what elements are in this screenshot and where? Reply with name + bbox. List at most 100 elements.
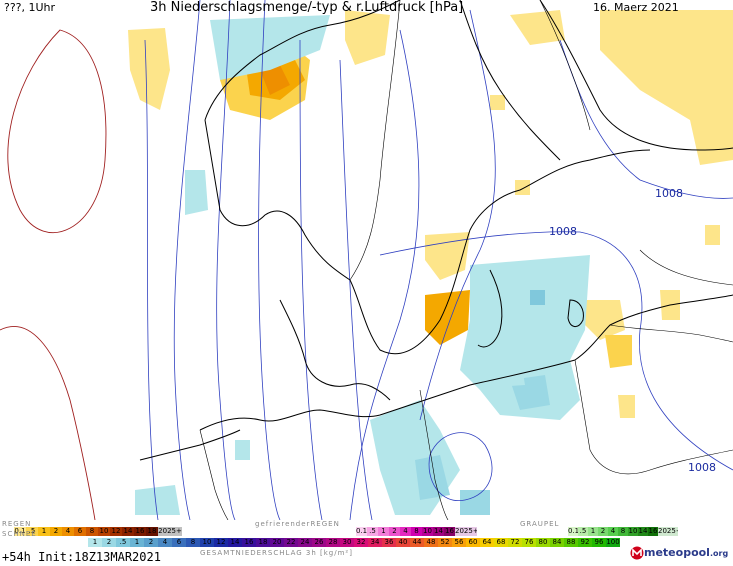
rain-area [618, 395, 635, 418]
graupel-scale-step: 8 [618, 527, 628, 536]
rain-area [605, 335, 632, 368]
snow-scale-step: 40 [396, 538, 410, 547]
isobar [7, 29, 107, 234]
rain-area [425, 290, 470, 345]
graupel-scale-step: 2 [598, 527, 608, 536]
rain-area [425, 232, 470, 280]
rain-legend-label: REGEN [2, 520, 32, 528]
scandinavia-south-coast [204, 119, 351, 281]
snow-scale-step: 4 [158, 538, 172, 547]
snow-scale-step: 2 [144, 538, 158, 547]
snow-scale-step: 1 [88, 538, 102, 547]
brand-logo[interactable]: meteopool.org [630, 546, 728, 560]
snow-legend-label: SCHNEE [2, 530, 37, 538]
snow-scale-step: 1 [130, 538, 144, 547]
snow-scale-step: 44 [410, 538, 424, 547]
snow-area [460, 490, 490, 515]
valid-time: ???, 1Uhr [4, 1, 56, 14]
finland-coast [539, 0, 733, 151]
rain-area [490, 95, 505, 110]
baltic-states-coast [574, 294, 733, 361]
snow-area [475, 355, 525, 388]
rain-scale-step: 10 [98, 527, 110, 536]
norway-sweden-border [349, 0, 401, 281]
snow-scale-step: 72 [508, 538, 522, 547]
total-precip-label: GESAMTNIEDERSCHLAG 3h [kg/m²] [200, 549, 353, 557]
map-title: 3h Niederschlagsmenge/-typ & r.Luftdruck… [150, 0, 464, 15]
baltic-south-coast [199, 359, 576, 431]
rain-scale-step: 18 [146, 527, 158, 536]
freezing-rain-scale-step: 8 [411, 527, 422, 536]
brand-name: meteopool [644, 546, 710, 559]
rain-scale-step: 2025+ [158, 527, 182, 536]
graupel-scale-step: 0.1 [568, 527, 578, 536]
isobar [216, 0, 236, 521]
rain-area [600, 10, 733, 165]
isobar-label: 1008 [655, 187, 683, 200]
rain-scale-step: 12 [110, 527, 122, 536]
brand-icon [630, 546, 644, 560]
snow-area [210, 15, 330, 80]
snow-scale-step: 22 [284, 538, 298, 547]
snow-scale-step: 56 [452, 538, 466, 547]
snow-scale-step: 12 [214, 538, 228, 547]
rain-scale-step: 4 [62, 527, 74, 536]
graupel-scale-step: 14 [638, 527, 648, 536]
freezing-rain-scale-step: 1 [378, 527, 389, 536]
snow-scale-step: 60 [466, 538, 480, 547]
snow-scale-step: 2 [102, 538, 116, 547]
snow-scale-step: 24 [298, 538, 312, 547]
weather-map: 1008 1008 1008 [0, 0, 733, 521]
baltic-west-coast [349, 149, 651, 355]
rain-scale-step: 0.1 [14, 527, 26, 536]
rain-area [705, 225, 720, 245]
isobar [144, 39, 159, 521]
isobar [379, 231, 733, 471]
snow-scale-step: 20 [270, 538, 284, 547]
snow-area [415, 455, 450, 500]
snow-scale: 1 2.5 1 2 4 6 8 10 12 14 16 18 20 22 24 26 28 30 32 34 36 40 4… [88, 538, 620, 547]
borders [199, 0, 733, 521]
graupel-scale-step: 10 [628, 527, 638, 536]
brand-suffix: .org [709, 549, 729, 558]
snow-area [135, 485, 180, 515]
snow-scale-step: 18 [256, 538, 270, 547]
rain-scale: 0.1.5 1 2 4 6 8 10 12 14 16 18 2025+ [14, 527, 182, 536]
snow-scale-step: 96 [592, 538, 606, 547]
freezing-rain-scale-step: .5 [367, 527, 378, 536]
init-time: +54h Init:18Z13MAR2021 [2, 550, 161, 564]
freezing-rain-scale-step: 0.1 [356, 527, 367, 536]
snow-scale-step: 28 [326, 538, 340, 547]
snow-scale-step: 36 [382, 538, 396, 547]
snow-scale-step: 30 [340, 538, 354, 547]
freezing-rain-scale-step: 2025+ [455, 527, 477, 536]
netherlands-germany-border [199, 429, 229, 521]
snow-area [185, 170, 208, 215]
snow-scale-step: 52 [438, 538, 452, 547]
rain-scale-step: 14 [122, 527, 134, 536]
snow-scale-step: 88 [564, 538, 578, 547]
high-pressure-isobars [0, 29, 107, 521]
graupel-scale-step: .5 [578, 527, 588, 536]
norway-coast [204, 0, 401, 121]
coastlines [139, 0, 733, 461]
graupel-scale-step: 16 [648, 527, 658, 536]
freezing-rain-scale-step: 2 [389, 527, 400, 536]
freezing-rain-scale-step: 10 [422, 527, 433, 536]
rain-area [345, 10, 390, 65]
latvia-lithuania-border [609, 324, 733, 343]
freezing-rain-scale-step: 4 [400, 527, 411, 536]
isobar [339, 59, 373, 521]
graupel-scale-step: 4 [608, 527, 618, 536]
rain-scale-step: 16 [134, 527, 146, 536]
snow-scale-step: 76 [522, 538, 536, 547]
snow-scale-step: 32 [354, 538, 368, 547]
snow-scale-step: 26 [312, 538, 326, 547]
rain-scale-step: .5 [26, 527, 38, 536]
graupel-scale-step: 1 [588, 527, 598, 536]
freezing-rain-scale-step: 14 [433, 527, 444, 536]
map-date: 16. Maerz 2021 [593, 1, 679, 14]
isobar [0, 326, 96, 521]
snow-scale-step: 92 [578, 538, 592, 547]
